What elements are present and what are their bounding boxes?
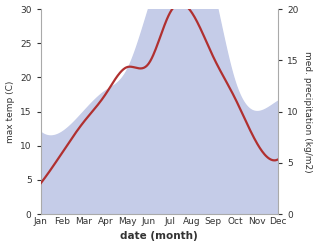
X-axis label: date (month): date (month) (121, 231, 198, 242)
Y-axis label: med. precipitation (kg/m2): med. precipitation (kg/m2) (303, 51, 313, 172)
Y-axis label: max temp (C): max temp (C) (5, 80, 15, 143)
